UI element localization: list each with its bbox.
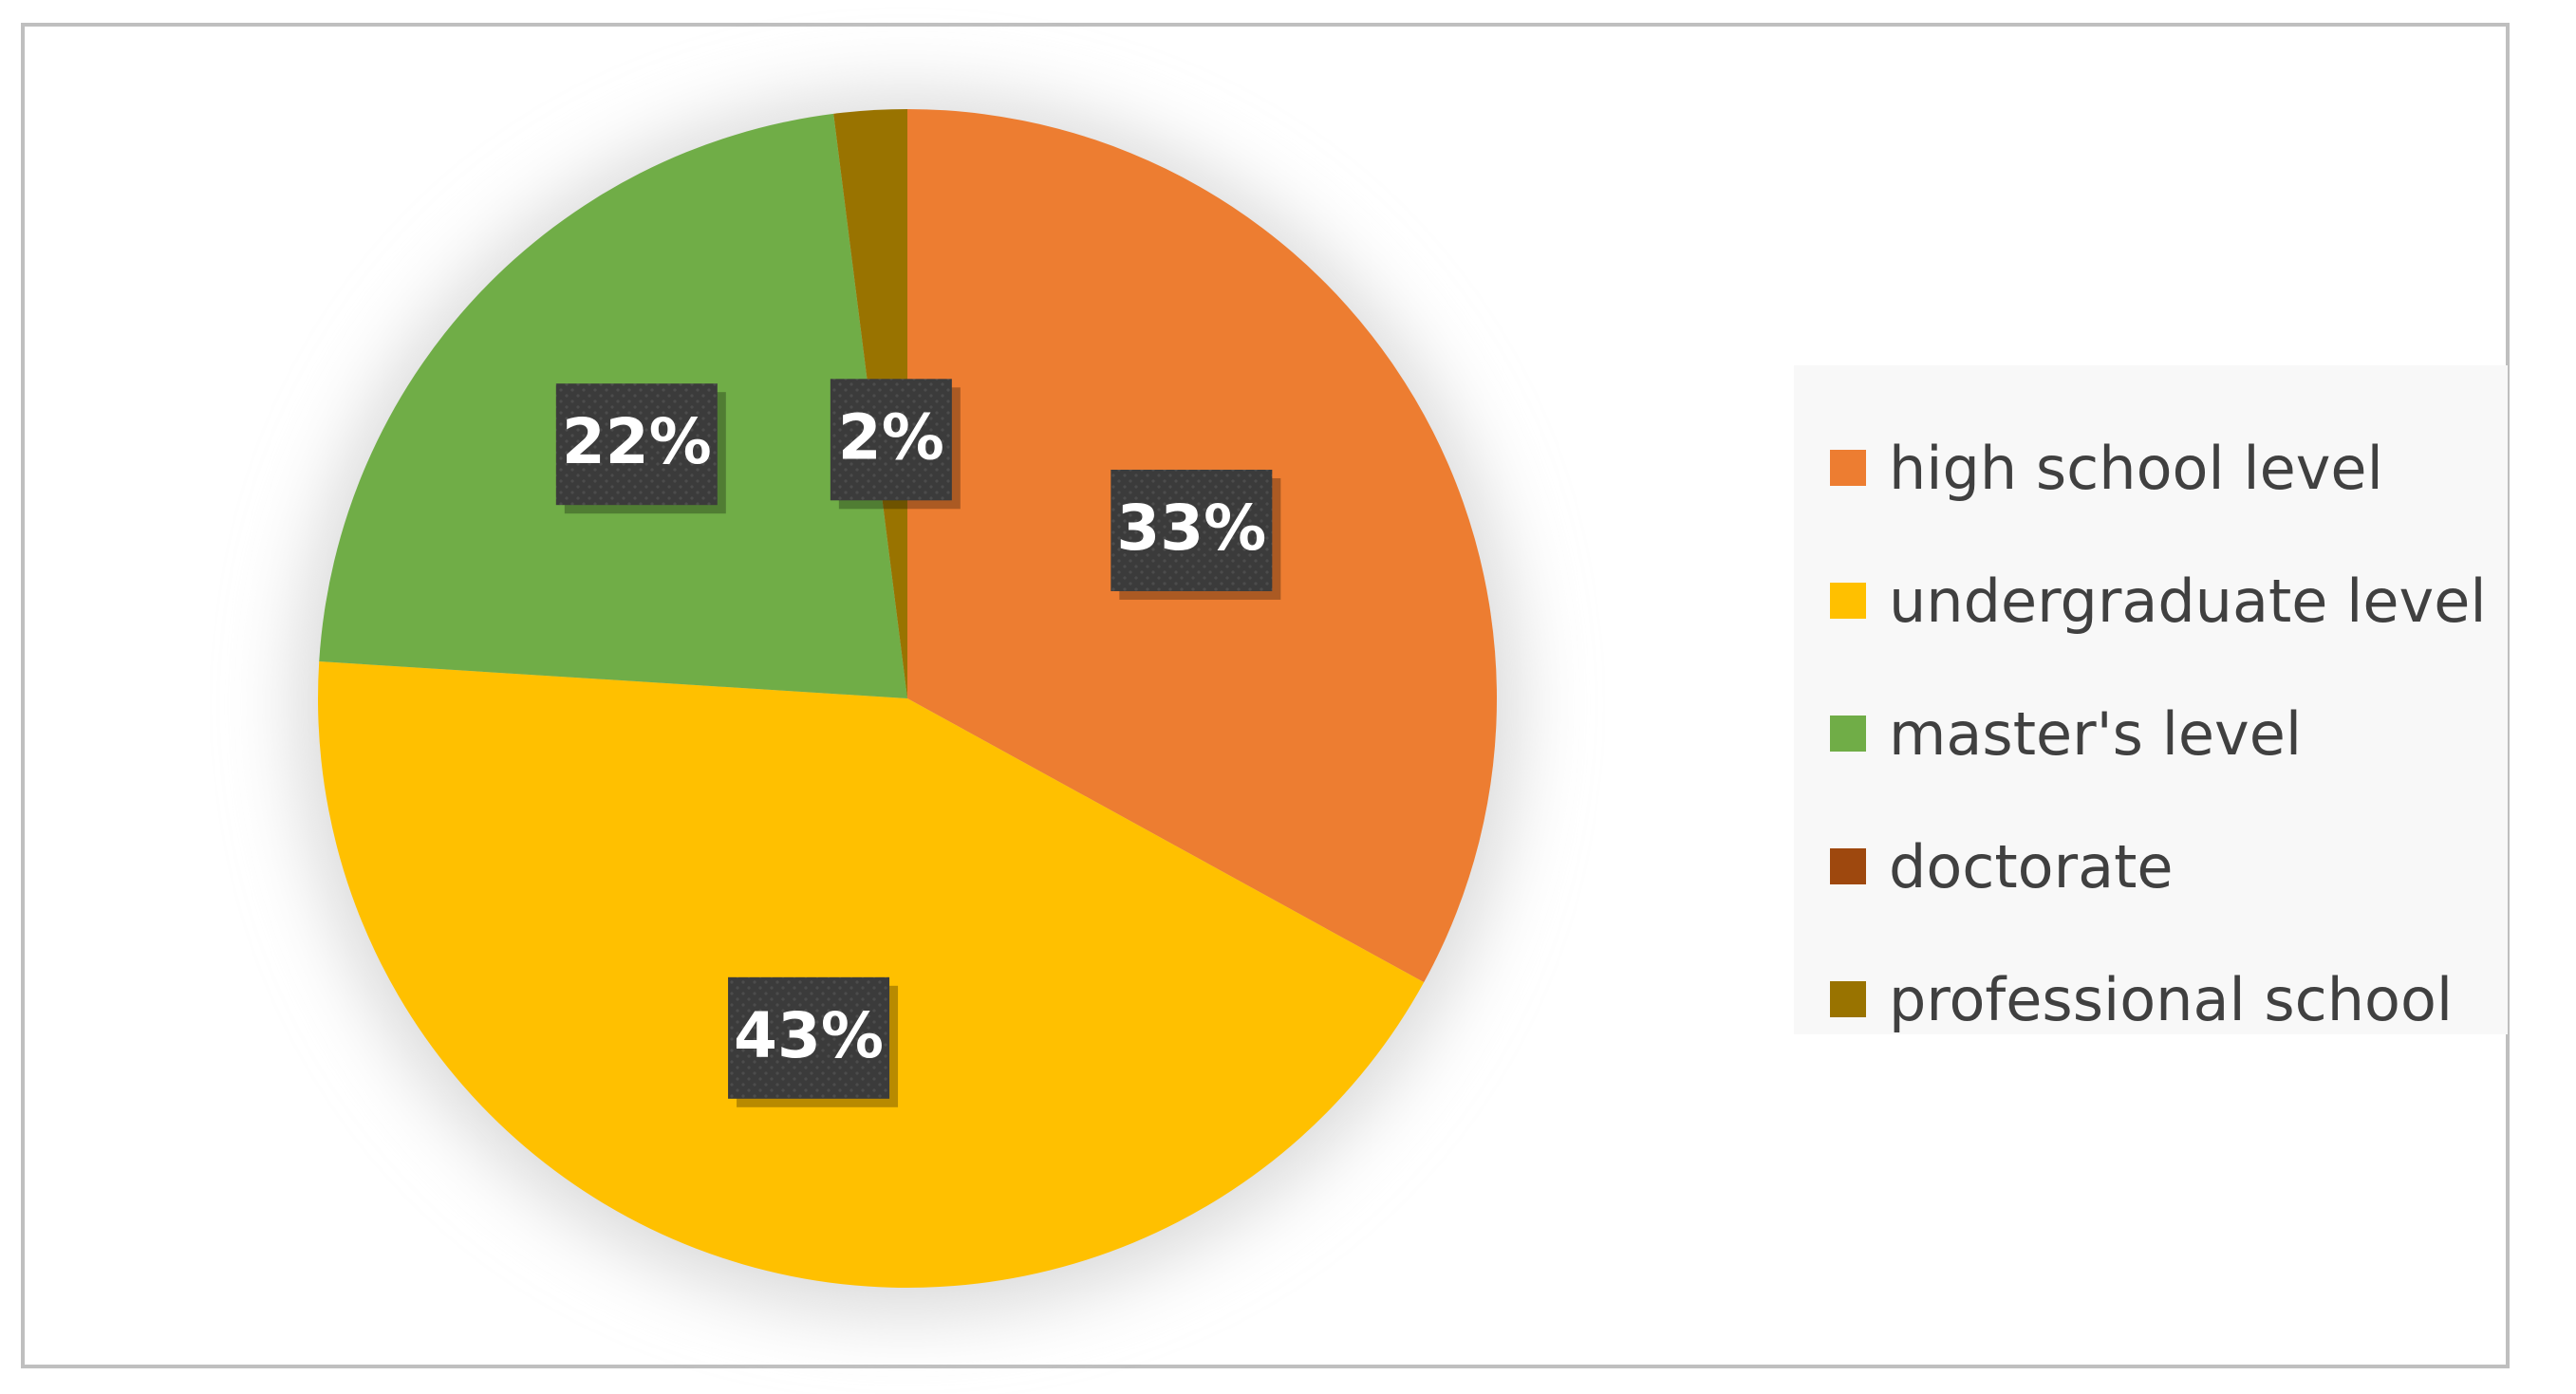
legend-item-doctorate: doctorate: [1794, 800, 2508, 933]
data-label-box: [1111, 469, 1273, 591]
legend-item-masters: master's level: [1794, 667, 2508, 800]
legend-item-undergraduate: undergraduate level: [1794, 534, 2508, 667]
legend: high school level undergraduate level ma…: [1794, 365, 2508, 1034]
data-label-text: 43%: [734, 999, 884, 1072]
legend-item-professional: professional school: [1794, 933, 2508, 1066]
legend-item-high-school: high school level: [1794, 401, 2508, 534]
legend-label-masters: master's level: [1889, 698, 2303, 769]
pie-slices: [317, 109, 1497, 1288]
legend-swatch-masters: [1830, 716, 1866, 752]
data-label-box: [555, 383, 718, 506]
data-label-professional: 2%: [830, 379, 961, 510]
legend-label-undergraduate: undergraduate level: [1889, 566, 2487, 636]
legend-swatch-undergraduate: [1830, 583, 1866, 619]
legend-label-professional: professional school: [1889, 964, 2454, 1034]
data-label-text: 2%: [838, 400, 944, 474]
legend-label-doctorate: doctorate: [1889, 831, 2174, 901]
legend-swatch-doctorate: [1830, 848, 1866, 884]
data-label-text: 33%: [1116, 492, 1266, 565]
legend-swatch-high-school: [1830, 450, 1866, 486]
legend-label-high-school: high school level: [1889, 433, 2383, 503]
pie-data-labels: 33% 43% 22% 2%: [555, 379, 1281, 1107]
data-label-high-school: 33%: [1111, 469, 1281, 600]
data-label-masters: 22%: [555, 383, 726, 514]
data-label-text: 22%: [562, 405, 712, 478]
data-label-box: [728, 976, 890, 1099]
pie-slice-undergraduate: [317, 661, 1425, 1288]
legend-swatch-professional: [1830, 981, 1866, 1017]
data-label-undergraduate: 43%: [728, 976, 899, 1107]
data-label-box: [830, 379, 952, 501]
